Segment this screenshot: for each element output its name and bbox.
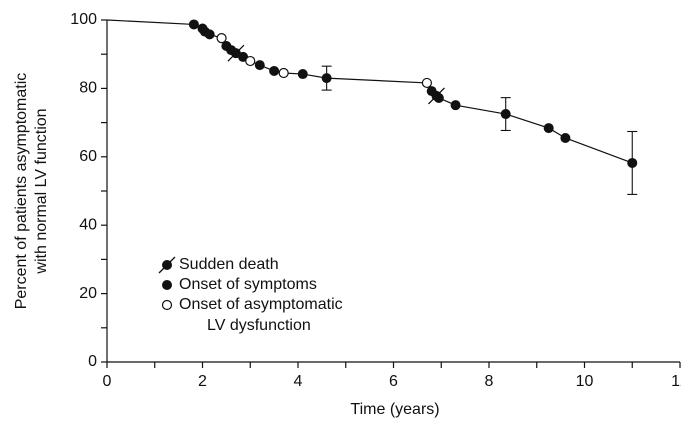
- marker-dot: [321, 73, 332, 84]
- y-tick-label: 100: [70, 11, 97, 28]
- marker-filled: [254, 60, 265, 71]
- marker-dot: [500, 109, 511, 120]
- marker-slash: [158, 256, 176, 274]
- marker-dot: [254, 60, 265, 71]
- x-tick-label: 10: [576, 373, 594, 390]
- marker-open: [278, 67, 289, 79]
- marker-filled: [188, 19, 199, 30]
- x-tick-label: 4: [294, 373, 303, 390]
- marker-filled: [433, 92, 444, 103]
- marker-filled: [450, 100, 461, 111]
- legend-label: Onset of symptoms: [179, 276, 317, 293]
- x-tick-label: 12: [671, 373, 681, 390]
- legend-label: Onset of asymptomatic LV dysfunction: [179, 296, 343, 334]
- legend-marker: [162, 280, 172, 290]
- marker-dot: [269, 65, 280, 76]
- marker-filled: [226, 45, 237, 56]
- marker-dot: [204, 29, 215, 40]
- marker-filled: [500, 109, 511, 120]
- y-tick-label: 20: [79, 285, 97, 302]
- marker-open: [216, 33, 227, 44]
- x-tick-label: 8: [485, 373, 494, 390]
- marker-dot: [450, 100, 461, 111]
- y-axis-label: Percent of patients asymptomatic: [13, 73, 30, 310]
- x-tick-label: 0: [103, 373, 112, 390]
- marker-filled: [321, 73, 332, 84]
- x-tick-label: 6: [389, 373, 398, 390]
- marker-dot: [188, 19, 199, 30]
- y-tick-label: 80: [79, 80, 97, 97]
- marker-filled: [543, 123, 554, 134]
- marker-dot: [226, 45, 237, 56]
- marker-dot: [297, 69, 308, 80]
- marker-dot: [433, 92, 444, 103]
- marker-open: [421, 77, 433, 89]
- marker-dot: [627, 157, 638, 168]
- legend-label: Sudden death: [179, 256, 279, 273]
- y-tick-label: 60: [79, 148, 97, 165]
- marker-filled: [426, 86, 437, 97]
- marker-dot: [543, 123, 554, 134]
- legend-marker: [158, 256, 176, 274]
- y-tick-label: 40: [79, 216, 97, 233]
- marker-dot: [560, 132, 571, 143]
- marker-filled: [297, 69, 308, 80]
- marker-open: [245, 55, 256, 67]
- marker-filled: [204, 29, 215, 40]
- x-axis-label: Time (years): [350, 401, 439, 418]
- marker-filled: [560, 132, 571, 143]
- x-tick-label: 2: [198, 373, 207, 390]
- survival-line: [106, 19, 633, 164]
- y-tick-label: 0: [88, 353, 97, 370]
- y-axis-label: with normal LV function: [33, 108, 50, 274]
- marker-filled: [269, 65, 280, 76]
- marker-dot: [426, 86, 437, 97]
- marker-dot: [162, 280, 172, 290]
- marker-slash: [227, 44, 245, 62]
- marker-filled: [627, 157, 638, 168]
- legend-marker: [161, 299, 173, 311]
